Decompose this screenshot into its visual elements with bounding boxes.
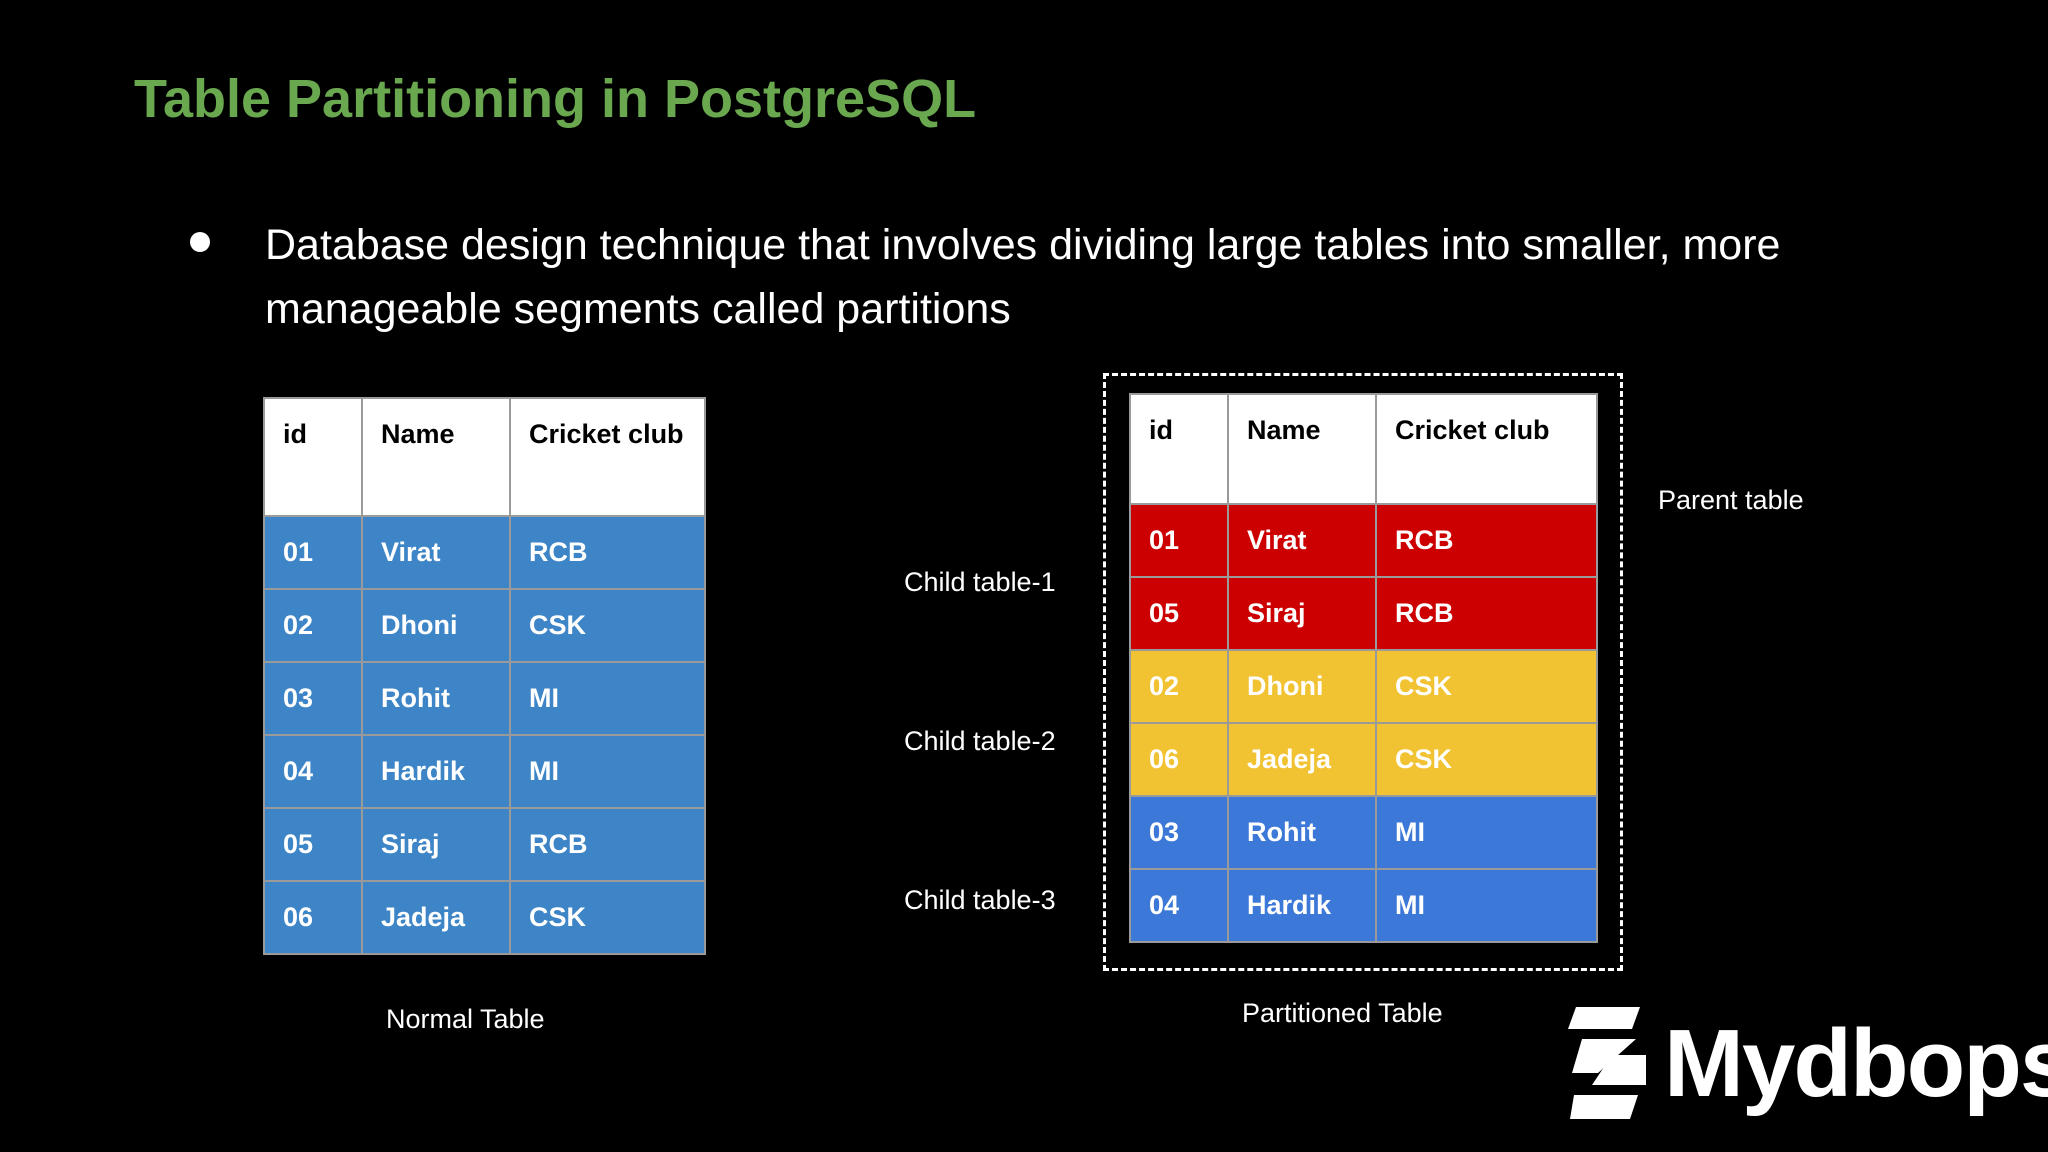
cell-id: 03 <box>263 661 363 736</box>
cell-id: 04 <box>1129 868 1229 943</box>
partitioned-table: id Name Cricket club 01 Virat RCB 05 Sir… <box>1129 393 1598 943</box>
parent-table-boundary <box>1103 373 1623 971</box>
cell-club: RCB <box>509 807 706 882</box>
bullet-text: Database design technique that involves … <box>265 221 1781 333</box>
cell-name: Jadeja <box>361 880 511 955</box>
cell-id: 06 <box>1129 722 1229 797</box>
cell-club: MI <box>509 661 706 736</box>
table-row: 06 Jadeja CSK <box>1129 722 1598 797</box>
table-row: 02 Dhoni CSK <box>1129 649 1598 724</box>
header-name: Name <box>361 397 511 517</box>
cell-club: MI <box>1375 795 1598 870</box>
cell-name: Virat <box>1227 503 1377 578</box>
table-row: 06 Jadeja CSK <box>263 880 706 955</box>
cell-name: Virat <box>361 515 511 590</box>
cell-id: 01 <box>263 515 363 590</box>
table-row: 05 Siraj RCB <box>1129 576 1598 651</box>
cell-id: 01 <box>1129 503 1229 578</box>
table-row: 03 Rohit MI <box>263 661 706 736</box>
cell-name: Dhoni <box>1227 649 1377 724</box>
header-cricket-club: Cricket club <box>1375 393 1598 505</box>
header-id: id <box>263 397 363 517</box>
cell-club: CSK <box>1375 649 1598 724</box>
table-row: 01 Virat RCB <box>263 515 706 590</box>
cell-club: MI <box>1375 868 1598 943</box>
cell-id: 02 <box>263 588 363 663</box>
brand-name: Mydbops <box>1664 1010 2048 1117</box>
cell-club: RCB <box>509 515 706 590</box>
cell-club: RCB <box>1375 503 1598 578</box>
cell-name: Siraj <box>1227 576 1377 651</box>
table-row: 02 Dhoni CSK <box>263 588 706 663</box>
cell-name: Jadeja <box>1227 722 1377 797</box>
cell-club: RCB <box>1375 576 1598 651</box>
cell-name: Dhoni <box>361 588 511 663</box>
table-header-row: id Name Cricket club <box>263 397 706 517</box>
table-header-row: id Name Cricket club <box>1129 393 1598 505</box>
cell-club: CSK <box>509 588 706 663</box>
cell-name: Rohit <box>361 661 511 736</box>
cell-name: Hardik <box>1227 868 1377 943</box>
slide-title: Table Partitioning in PostgreSQL <box>134 69 977 129</box>
brand-logo: Mydbops <box>1568 995 2048 1135</box>
normal-table-caption: Normal Table <box>386 1004 545 1034</box>
cell-name: Siraj <box>361 807 511 882</box>
cell-id: 05 <box>263 807 363 882</box>
cell-id: 03 <box>1129 795 1229 870</box>
table-row: 03 Rohit MI <box>1129 795 1598 870</box>
header-id: id <box>1129 393 1229 505</box>
child-table-3-label: Child table-3 <box>904 885 1056 915</box>
cell-name: Hardik <box>361 734 511 809</box>
bullet-point-icon <box>190 232 210 252</box>
table-row: 04 Hardik MI <box>263 734 706 809</box>
table-row: 04 Hardik MI <box>1129 868 1598 943</box>
cell-club: MI <box>509 734 706 809</box>
header-name: Name <box>1227 393 1377 505</box>
cell-id: 04 <box>263 734 363 809</box>
cell-id: 02 <box>1129 649 1229 724</box>
table-row: 05 Siraj RCB <box>263 807 706 882</box>
parent-table-label: Parent table <box>1658 485 1804 515</box>
child-table-1-label: Child table-1 <box>904 567 1056 597</box>
cell-name: Rohit <box>1227 795 1377 870</box>
cell-club: CSK <box>1375 722 1598 797</box>
child-table-2-label: Child table-2 <box>904 726 1056 756</box>
header-cricket-club: Cricket club <box>509 397 706 517</box>
table-row: 01 Virat RCB <box>1129 503 1598 578</box>
partitioned-table-caption: Partitioned Table <box>1242 998 1443 1028</box>
cell-id: 06 <box>263 880 363 955</box>
normal-table: id Name Cricket club 01 Virat RCB 02 Dho… <box>263 397 706 955</box>
cell-id: 05 <box>1129 576 1229 651</box>
mydbops-logo-icon <box>1568 1007 1646 1119</box>
cell-club: CSK <box>509 880 706 955</box>
